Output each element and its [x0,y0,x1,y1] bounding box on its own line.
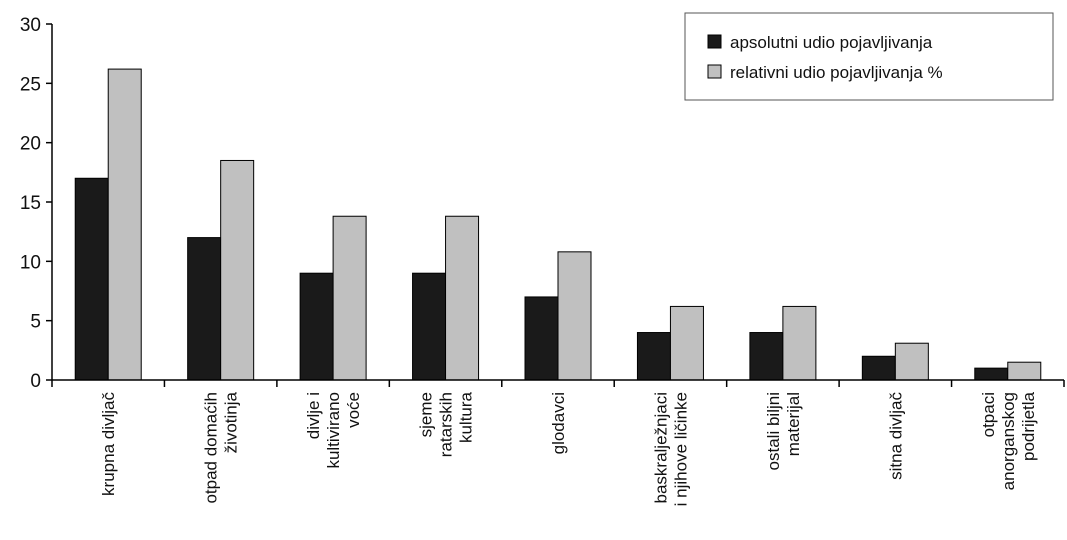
category-label-line: sjeme [417,392,436,437]
legend-label-absolute: apsolutni udio pojavljivanja [730,33,933,52]
category-label: ostali biljni materijal [764,392,803,470]
legend-swatch-absolute [707,34,722,49]
bars-group [74,68,1042,381]
axes-group: 0 5 10 15 20 25 30 [20,15,1065,392]
bar-relative [782,305,817,381]
bar-absolute [74,177,109,381]
legend-label-relative: relativni udio pojavljivanja % [730,63,943,82]
y-tick-label: 20 [20,134,41,155]
bar-absolute [187,237,222,381]
category-label-line: otpad domaćih [202,392,221,504]
bar-absolute [412,272,447,381]
bar-relative [445,215,480,381]
category-label: sitna divljač [886,392,905,480]
y-tick-label: 25 [20,74,41,95]
category-label-line: baskralježnjaci [651,392,670,504]
category-label: otpad domaćih životinja [202,391,241,503]
y-tick-label: 5 [30,312,41,333]
y-tick-label: 10 [20,252,41,273]
category-label-line: podrijetla [1019,391,1038,461]
category-label-line: i njihove ličinke [671,392,690,506]
y-tick-label: 15 [20,193,41,214]
category-label-line: krupna divljač [99,392,118,496]
bar-absolute [861,355,896,381]
bar-absolute [636,332,671,381]
bar-relative [669,305,704,381]
category-label-line: životinja [222,391,241,453]
category-label-line: kultura [457,391,476,443]
category-label: baskralježnjaci i njihove ličinke [651,392,690,506]
category-label-line: sitna divljač [886,392,905,480]
category-label-line: divlje i [304,392,323,439]
bar-absolute [974,367,1009,381]
category-label-line: otpaci [979,392,998,437]
category-label: glodavci [549,392,568,454]
category-label-line: voće [344,392,363,428]
category-label-line: materijal [784,392,803,456]
bar-relative [107,68,142,381]
bar-relative [1007,361,1042,381]
y-tick-label: 30 [20,15,41,36]
category-label-line: glodavci [549,392,568,454]
bar-relative [557,251,592,381]
legend: apsolutni udio pojavljivanja relativni u… [684,12,1054,101]
category-labels-group: krupna divljač otpad domaćih životinja divl… [99,391,1038,506]
category-label: otpaci anorganskog podrijetla [979,391,1038,490]
bar-absolute [524,296,559,381]
bar-relative [332,215,367,381]
bar-absolute [749,332,784,381]
bar-relative [220,159,255,381]
category-label: krupna divljač [99,392,118,496]
y-tick-label: 0 [30,371,41,392]
category-label: divlje i kultivirano voće [304,392,363,469]
legend-swatch-relative [707,64,722,79]
legend-frame [684,12,1054,101]
category-label-line: ratarskih [437,392,456,457]
category-label-line: kultivirano [324,392,343,469]
category-label-line: anorganskog [999,392,1018,490]
category-label-line: ostali biljni [764,392,783,470]
category-label: sjeme ratarskih kultura [417,391,476,457]
bar-absolute [299,272,334,381]
bar-relative [894,342,929,381]
